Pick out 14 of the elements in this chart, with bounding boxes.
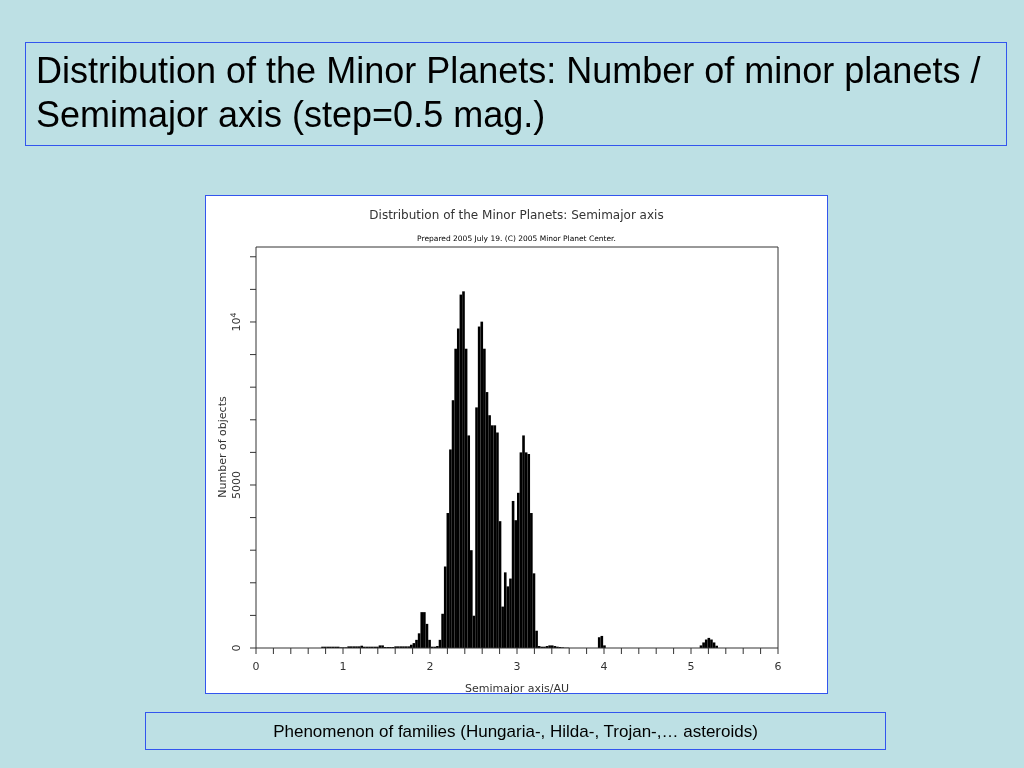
y-tick-label: 5000 bbox=[230, 470, 243, 499]
x-axis-title: Semimajor axis/AU bbox=[464, 682, 570, 695]
x-tick-label: 4 bbox=[600, 660, 608, 673]
x-tick-label: 6 bbox=[774, 660, 782, 673]
x-tick-label: 0 bbox=[252, 660, 260, 673]
chart-title: Distribution of the Minor Planets: Semimajor axis bbox=[368, 208, 665, 222]
x-tick-label: 5 bbox=[687, 660, 695, 673]
x-tick-label: 3 bbox=[513, 660, 521, 673]
text: Distribution of the Minor Planets: Number of minor planets / Semimajor axis (step=0.5 mag.) bbox=[25, 42, 1007, 146]
y-axis-title: Number of objects bbox=[216, 396, 229, 498]
y-tick-label: 0 bbox=[230, 644, 243, 652]
text: Phenomenon of families (Hungaria-, Hilda-, Trojan-,… asteroids) bbox=[145, 712, 886, 750]
x-tick-label: 1 bbox=[339, 660, 347, 673]
x-tick-label: 2 bbox=[426, 660, 434, 673]
